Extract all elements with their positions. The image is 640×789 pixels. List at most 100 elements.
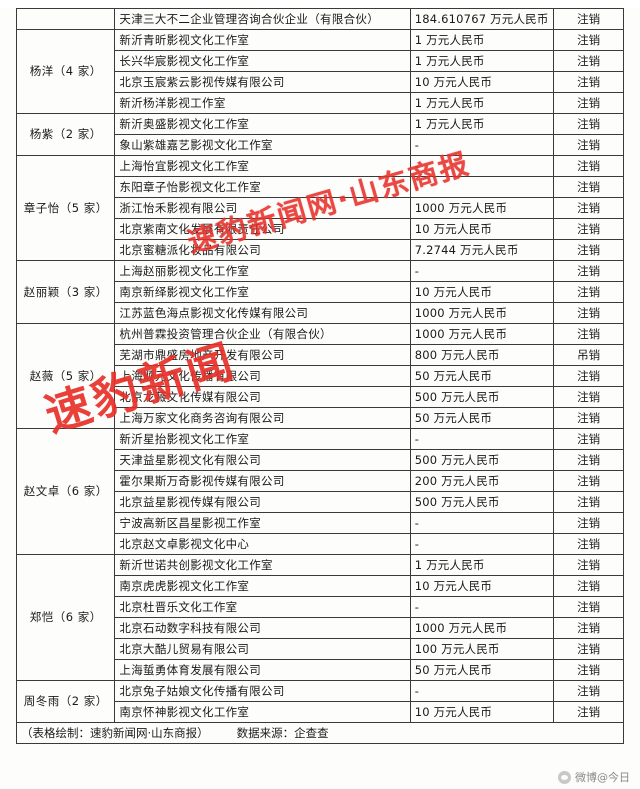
status-cell: 注销: [553, 71, 624, 93]
table-row: 上海万家文化商务咨询有限公司 50 万元人民币 注销: [17, 407, 624, 429]
company-name-cell: 上海赵丽影视文化工作室: [114, 260, 411, 282]
registered-capital-cell: 7.2744 万元人民币: [409, 239, 555, 261]
company-name-cell: 新沂杨洋影视工作室: [114, 92, 411, 114]
registered-capital-cell: 500 万元人民币: [409, 449, 555, 471]
footer-credit: （表格绘制：速豹新闻网·山东商报）: [21, 725, 209, 740]
status-cell: 注销: [553, 113, 624, 135]
status-cell: 注销: [553, 218, 624, 240]
status-cell: 注销: [553, 680, 624, 702]
status-cell: 注销: [553, 197, 624, 219]
weibo-label: 微博@今日: [575, 771, 630, 784]
status-cell: 注销: [553, 659, 624, 681]
company-name-cell: 新沂世诺共创影视文化工作室: [114, 554, 411, 576]
table-row: 象山紫雄嘉艺影视文化工作室 - 注销: [17, 134, 624, 156]
celebrity-name-cell: 赵薇（5 家）: [15, 323, 116, 429]
registered-capital-cell: 184.610767 万元人民币: [409, 8, 555, 30]
registered-capital-cell: 1 万元人民币: [409, 29, 555, 51]
registered-capital-cell: -: [409, 176, 555, 198]
celebrity-name-cell: 章子怡（5 家）: [15, 155, 116, 261]
status-cell: 注销: [553, 449, 624, 471]
status-cell: 注销: [553, 617, 624, 639]
document-page: 天津三大不二企业管理咨询合伙企业（有限合伙） 184.610767 万元人民币 注销…: [0, 8, 640, 789]
table-row: 杨紫（2 家） 新沂奥盛影视文化工作室 1 万元人民币 注销: [15, 113, 624, 156]
table-row: 上海蜇勇体育发展有限公司 50 万元人民币 注销: [17, 659, 624, 681]
registered-capital-cell: 10 万元人民币: [409, 575, 555, 597]
registered-capital-cell: 10 万元人民币: [409, 281, 555, 303]
table-row: 郑恺（6 家） 新沂世诺共创影视文化工作室 1 万元人民币 注销: [15, 554, 624, 681]
status-cell: 注销: [553, 470, 624, 492]
registered-capital-cell: 1000 万元人民币: [409, 302, 555, 324]
registered-capital-cell: 10 万元人民币: [409, 701, 555, 723]
registered-capital-cell: -: [409, 533, 555, 555]
status-cell: 注销: [553, 533, 624, 555]
status-cell: 注销: [553, 491, 624, 513]
table-row: 北京益星影视传媒有限公司 500 万元人民币 注销: [17, 491, 624, 513]
registered-capital-cell: 1000 万元人民币: [409, 323, 555, 345]
table-row: 赵文卓（6 家） 新沂星抬影视文化工作室 - 注销: [15, 428, 624, 555]
status-cell: 注销: [553, 155, 624, 177]
weibo-attribution: 微博@今日: [558, 769, 630, 785]
status-cell: 注销: [553, 701, 624, 723]
table-row: 北京杜晋乐文化工作室 - 注销: [17, 596, 624, 618]
status-cell: 注销: [553, 638, 624, 660]
table-row: 赵薇（5 家） 杭州普霖投资管理合伙企业（有限合伙） 1000 万元人民币注销: [15, 323, 624, 429]
status-cell: 注销: [553, 50, 624, 72]
table-row: 北京紫南文化发展有限责任公司 10 万元人民币 注销: [17, 218, 624, 240]
table-row: 北京石动数字科技有限公司 1000 万元人民币 注销: [17, 617, 624, 639]
registered-capital-cell: 50 万元人民币: [409, 407, 555, 429]
company-name-cell: 上海蜇勇体育发展有限公司: [114, 659, 411, 681]
registered-capital-cell: 500 万元人民币: [409, 491, 555, 513]
celebrity-name-cell: [15, 8, 116, 30]
status-cell: 注销: [553, 29, 624, 51]
company-name-cell: 北京蜜糖派化妆品有限公司: [114, 239, 411, 261]
registered-capital-cell: -: [409, 155, 555, 177]
table-row: 长兴华宸影视文化工作室 1 万元人民币 注销: [17, 50, 624, 72]
company-name-cell: 北京赵文卓影视文化中心: [114, 533, 411, 555]
company-name-cell: 北京杜晋乐文化工作室: [114, 596, 411, 618]
company-name-cell: 南京怀神影视文化工作室: [114, 701, 411, 723]
company-name-cell: 上海怡宜影视文化工作室: [114, 155, 411, 177]
table-footer-row: （表格绘制：速豹新闻网·山东商报） 数据来源：企查查: [16, 722, 624, 744]
company-name-cell: 北京益星影视传媒有限公司: [114, 491, 411, 513]
company-name-cell: 天津益星影视文化有限公司: [114, 449, 411, 471]
company-name-cell: 东阳章子怡影视文化工作室: [114, 176, 411, 198]
status-cell: 注销: [553, 512, 624, 534]
status-cell: 注销: [553, 176, 624, 198]
table-row: 霍尔果斯万奇影视传媒有限公司 200 万元人民币 注销: [17, 470, 624, 492]
registered-capital-cell: -: [409, 512, 555, 534]
company-name-cell: 南京新绎影视文化工作室: [114, 281, 411, 303]
status-cell: 注销: [553, 302, 624, 324]
status-cell: 吊销: [553, 344, 624, 366]
status-cell: 注销: [553, 554, 624, 576]
table-row: 芜湖市鼎盛房地产开发有限公司 800 万元人民币 吊销: [17, 344, 624, 366]
company-name-cell: 杭州普霖投资管理合伙企业（有限合伙）: [114, 323, 411, 345]
table-row: 赵丽颖（3 家） 上海赵丽影视文化工作室 - 注销: [15, 260, 624, 324]
table-row: 北京玉宸紫云影视传媒有限公司 10 万元人民币 注销: [17, 71, 624, 93]
footer-inner: （表格绘制：速豹新闻网·山东商报） 数据来源：企查查: [21, 726, 619, 740]
table-row: 南京怀神影视文化工作室 10 万元人民币 注销: [17, 701, 624, 723]
registered-capital-cell: -: [409, 428, 555, 450]
table-row: 宁波高新区昌星影视工作室 - 注销: [17, 512, 624, 534]
registered-capital-cell: -: [409, 134, 555, 156]
celebrity-name-cell: 赵丽颖（3 家）: [15, 260, 116, 324]
celebrity-name-cell: 杨洋（4 家）: [15, 29, 116, 114]
registered-capital-cell: 1 万元人民币: [409, 554, 555, 576]
company-name-cell: 北京紫南文化发展有限责任公司: [114, 218, 411, 240]
registered-capital-cell: 1000 万元人民币: [409, 617, 555, 639]
status-cell: 注销: [553, 575, 624, 597]
status-cell: 注销: [553, 428, 624, 450]
table-row: 北京大酷儿贸易有限公司 100 万元人民币 注销: [17, 638, 624, 660]
registered-capital-cell: 1 万元人民币: [409, 113, 555, 135]
company-cancellation-table: 天津三大不二企业管理咨询合伙企业（有限合伙） 184.610767 万元人民币 注销…: [15, 8, 624, 744]
status-cell: 注销: [553, 281, 624, 303]
status-cell: 注销: [553, 407, 624, 429]
company-name-cell: 江苏蓝色海点影视文化传媒有限公司: [114, 302, 411, 324]
company-name-cell: 上海顺元文化传播有限公司: [114, 365, 411, 387]
registered-capital-cell: -: [409, 260, 555, 282]
company-name-cell: 新沂奥盛影视文化工作室: [114, 113, 411, 135]
status-cell: 注销: [553, 365, 624, 387]
registered-capital-cell: 100 万元人民币: [409, 638, 555, 660]
registered-capital-cell: 500 万元人民币: [409, 386, 555, 408]
company-name-cell: 北京石动数字科技有限公司: [114, 617, 411, 639]
company-name-cell: 北京玉宸紫云影视传媒有限公司: [114, 71, 411, 93]
